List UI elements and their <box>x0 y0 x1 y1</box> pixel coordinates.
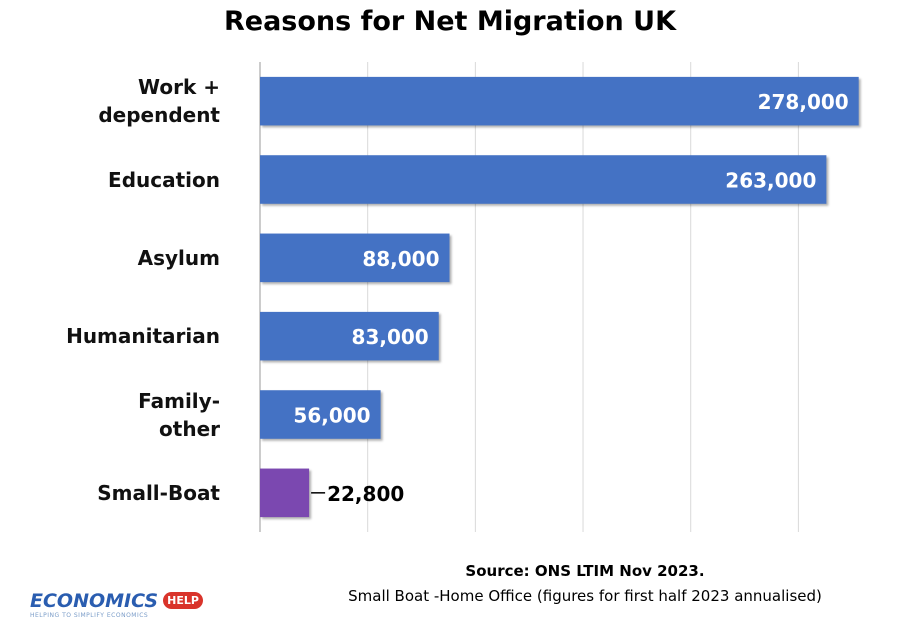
source-note: Small Boat -Home Office (figures for fir… <box>348 587 822 605</box>
value-label: 88,000 <box>362 247 439 271</box>
y-tick-label: Education <box>108 167 220 192</box>
y-tick-label: Humanitarian <box>66 324 220 349</box>
y-tick-label: Asylum <box>137 245 220 270</box>
y-tick-label: Small-Boat <box>97 480 220 505</box>
value-label: 83,000 <box>352 325 429 349</box>
bar <box>260 155 827 204</box>
source-note: Source: ONS LTIM Nov 2023. <box>465 562 705 580</box>
bar <box>260 233 450 283</box>
value-label: 56,000 <box>293 404 370 428</box>
value-label: 263,000 <box>725 169 816 193</box>
chart-title: Reasons for Net Migration UK <box>223 6 677 37</box>
value-label: 278,000 <box>758 90 849 114</box>
value-label: 22,800 <box>327 482 404 506</box>
bar <box>260 468 310 518</box>
logo-badge: HELP <box>163 592 203 609</box>
y-tick-label: Family-other <box>138 388 220 441</box>
bar <box>260 390 381 439</box>
y-tick-label: Work + dependent <box>98 75 220 128</box>
logo-name: ECONOMICS <box>30 590 159 612</box>
bar <box>260 76 859 126</box>
bar <box>260 311 439 361</box>
logo: ECONOMICS HELP HELPING TO SIMPLIFY ECONO… <box>30 590 203 619</box>
logo-tagline: HELPING TO SIMPLIFY ECONOMICS <box>30 612 149 619</box>
